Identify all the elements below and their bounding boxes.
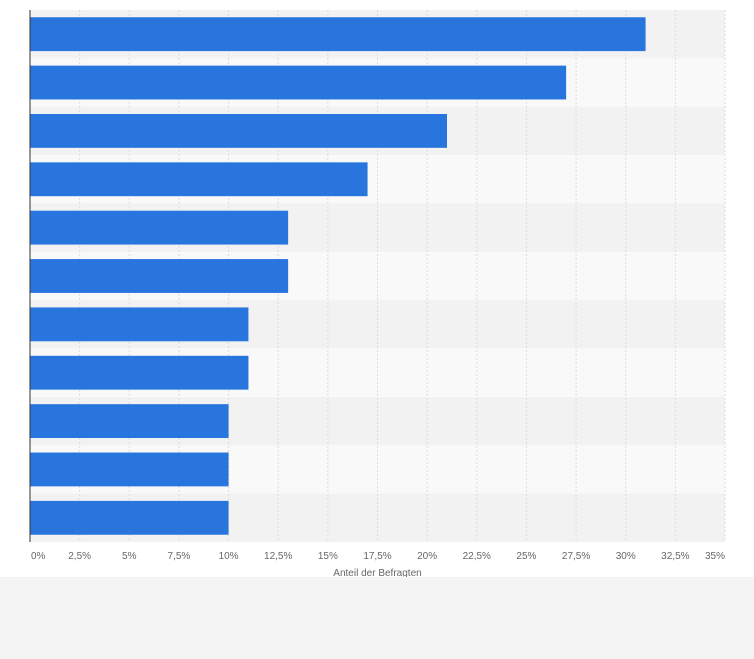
x-tick-label: 22,5% [463, 551, 491, 562]
bar[interactable] [30, 65, 567, 100]
footer-band [0, 577, 754, 659]
bar[interactable] [30, 113, 447, 148]
bar[interactable] [30, 17, 646, 52]
x-tick-label: 30% [616, 551, 636, 562]
x-tick-label: 32,5% [661, 551, 689, 562]
bar[interactable] [30, 500, 229, 535]
bar-chart: 0% 2,5% 5% 7,5% 10% 12,5% 15% 17,5% 20% 22,5% 25% 2… [29, 10, 726, 577]
bar[interactable] [30, 452, 229, 487]
bar[interactable] [30, 210, 289, 245]
x-tick-label: 17,5% [363, 551, 391, 562]
bar[interactable] [30, 355, 249, 390]
bar[interactable] [30, 259, 289, 293]
x-tick-label: 25% [516, 551, 536, 562]
x-tick-label: 2,5% [68, 551, 91, 562]
x-tick-label: 27,5% [562, 551, 590, 562]
x-tick-label: 7,5% [168, 551, 191, 562]
x-tick-label: 20% [417, 551, 437, 562]
x-tick-label: 15% [318, 551, 338, 562]
bar[interactable] [30, 162, 368, 197]
x-tick-label: 12,5% [264, 551, 292, 562]
x-tick-label: 35% [705, 551, 725, 562]
x-tick-labels: 0% 2,5% 5% 7,5% 10% 12,5% 15% 17,5% 20% 22,5% 25% 2… [31, 551, 725, 562]
x-tick-label: 0% [31, 551, 46, 562]
bars [30, 17, 646, 535]
bar[interactable] [30, 307, 249, 342]
x-axis-title: Anteil der Befragten [333, 568, 421, 577]
x-tick-label: 10% [219, 551, 239, 562]
bar[interactable] [30, 404, 229, 439]
x-tick-label: 5% [122, 551, 137, 562]
